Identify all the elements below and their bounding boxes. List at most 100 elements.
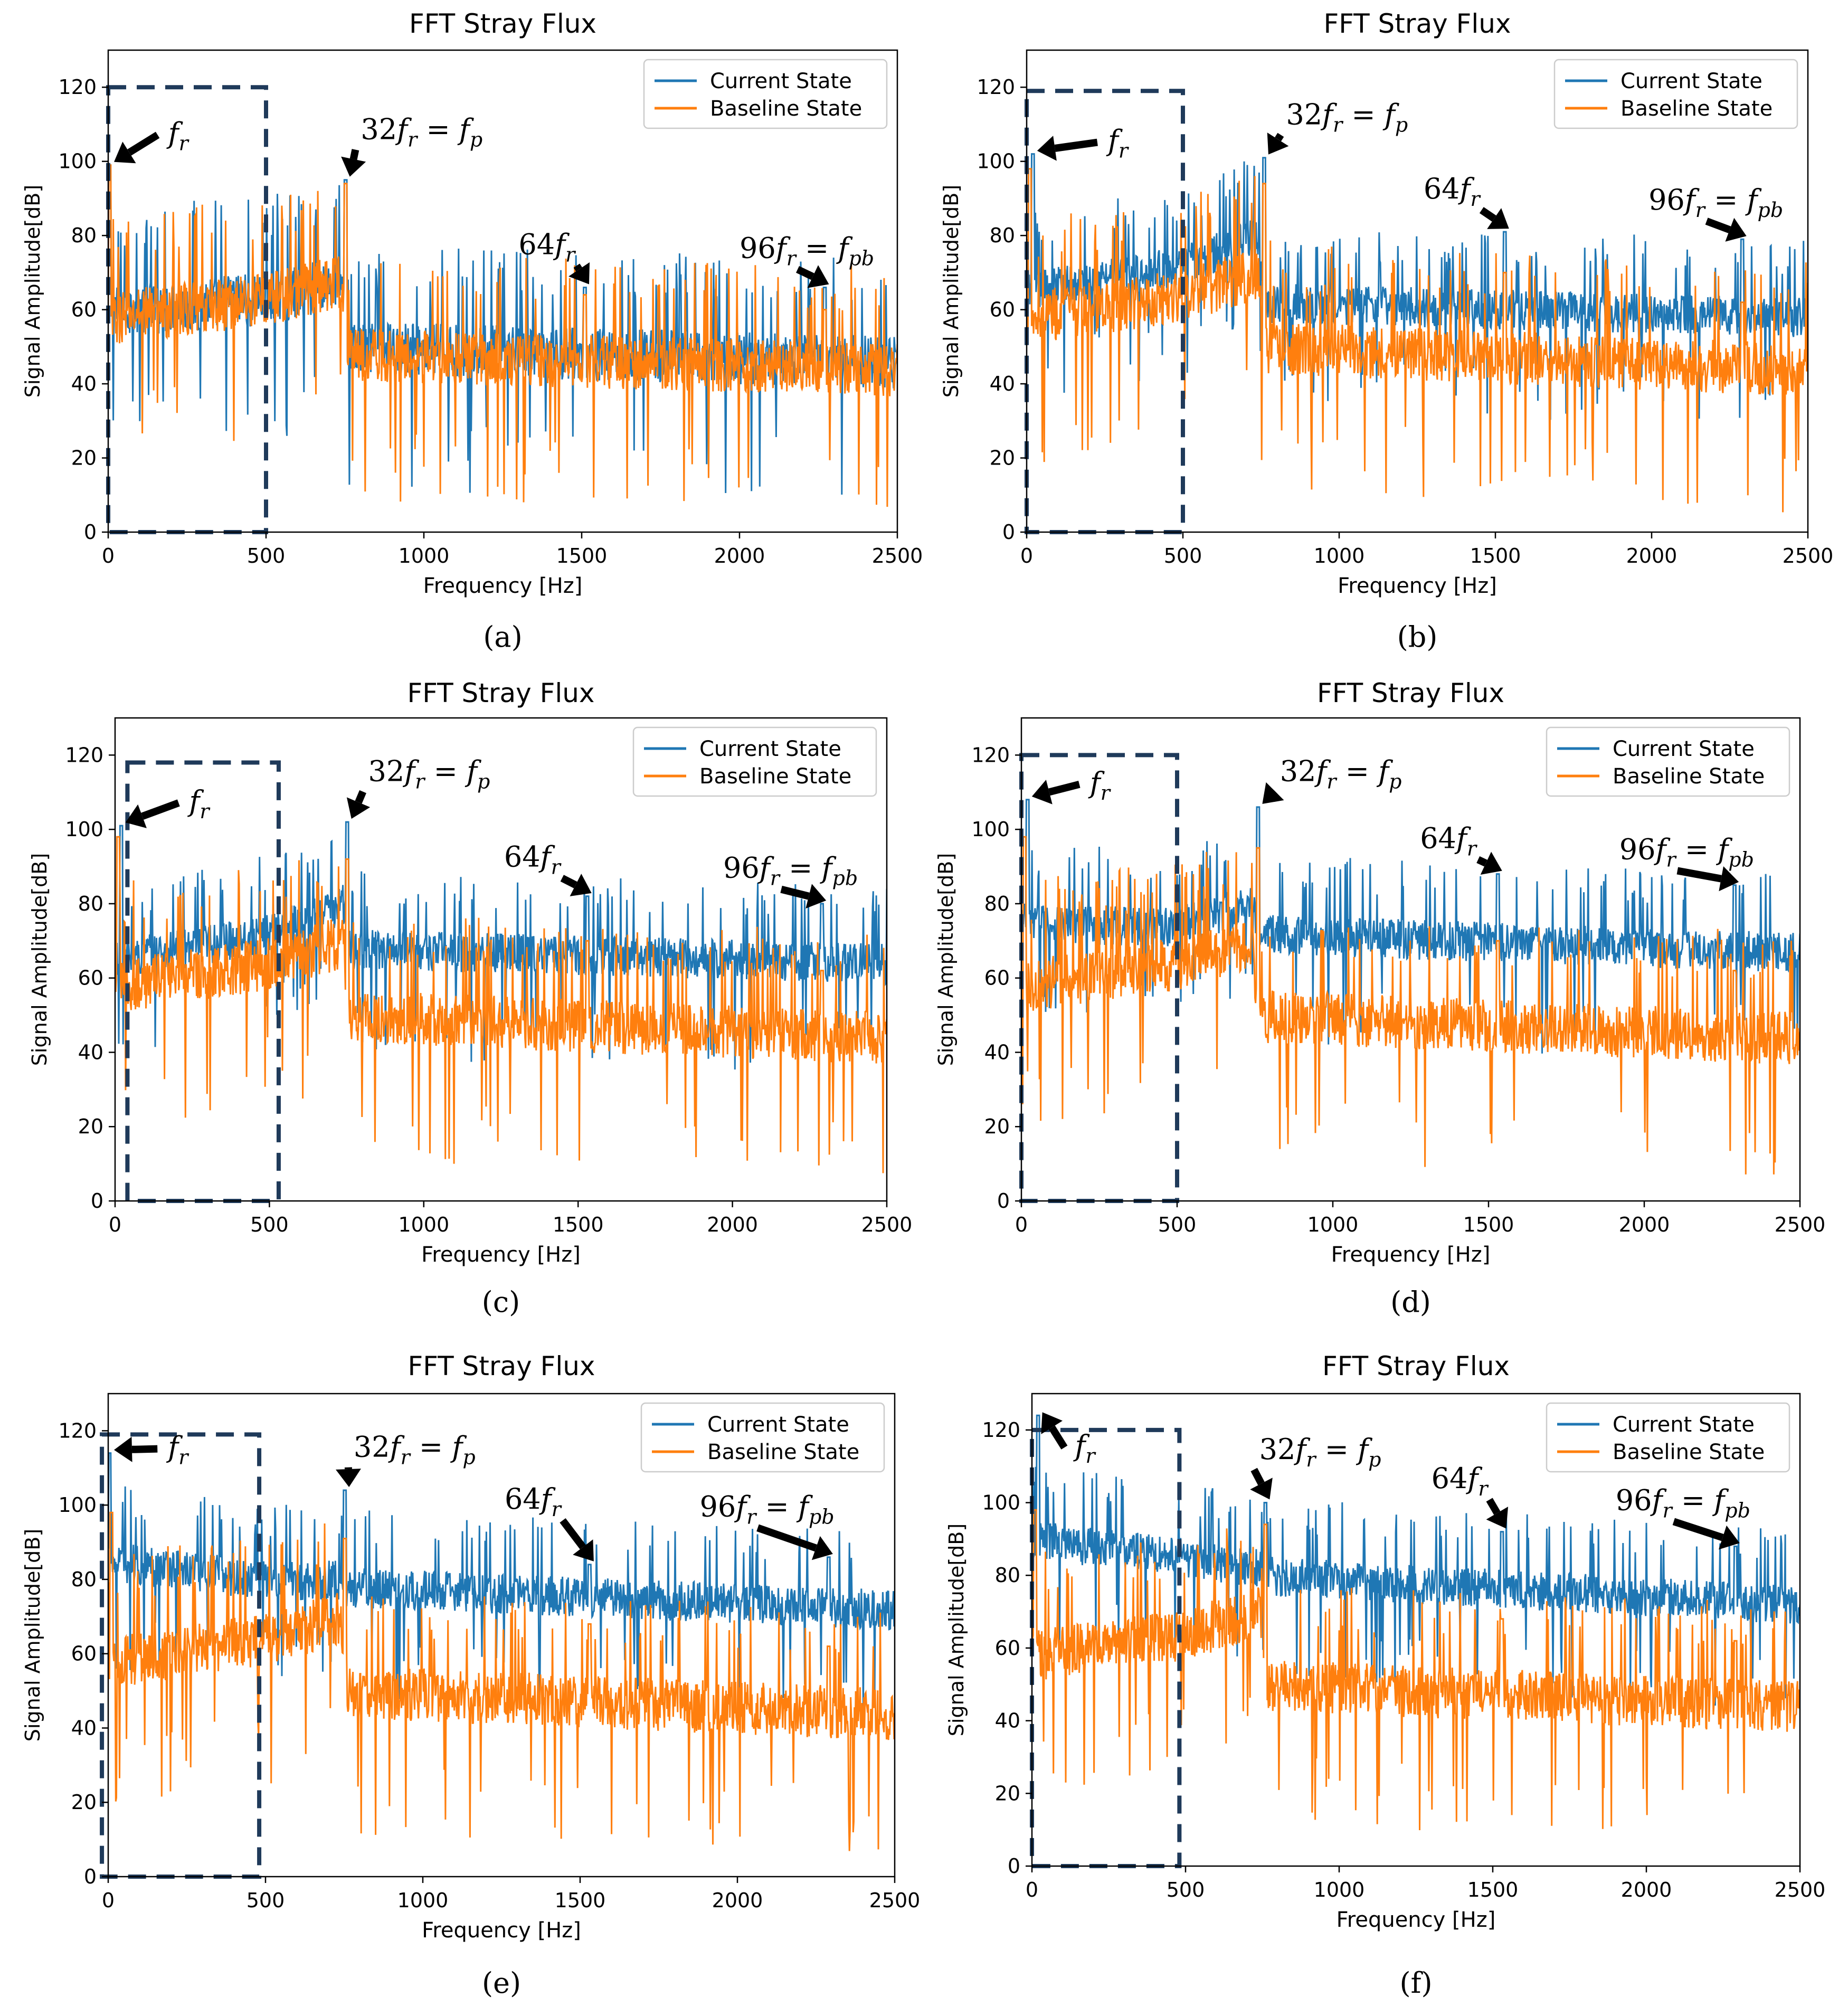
y-tick-label: 0 (1008, 1854, 1020, 1878)
y-axis-label: Signal Amplitude[dB] (940, 185, 963, 397)
y-tick-label: 100 (982, 1491, 1020, 1515)
annotation-number: 32 (368, 755, 405, 788)
y-tick-label: 80 (71, 1568, 97, 1591)
annotation-label: 64fr (1424, 172, 1482, 211)
annotation-label: 96fr = fpb (723, 851, 858, 890)
x-tick-label: 1000 (1314, 544, 1365, 567)
annotation-label: 96fr = fpb (740, 231, 874, 270)
x-tick-label: 0 (1015, 1213, 1028, 1236)
chart-panel-b: FFT Stray Flux 0 500 1000 1500 2000 2500 0 20 40 6… (940, 8, 1833, 654)
annotation-number: 96 (740, 231, 776, 264)
x-tick-label: 0 (1026, 1878, 1038, 1901)
x-tick-label: 1000 (397, 1889, 449, 1912)
annotation-arrow-shaft (1705, 217, 1731, 233)
annotation-label: 96fr = fpb (1616, 1483, 1750, 1522)
panel-caption: (f) (1399, 1966, 1432, 2000)
annotation-equals: = (417, 113, 459, 146)
annotation-label: fr (166, 1431, 189, 1469)
annotation-subscript: r (551, 856, 562, 879)
annotation-3: 96fr = fpb (1619, 832, 1754, 892)
legend-frame (1546, 1402, 1790, 1473)
annotation-arrow-shaft (131, 1445, 158, 1453)
annotation-arrow-shaft (127, 131, 160, 156)
annotation-0: fr (1037, 124, 1130, 163)
annotation-sub-r: r (1333, 113, 1344, 136)
x-axis-label: Frequency [Hz] (422, 1918, 581, 1943)
x-tick-label: 500 (1164, 544, 1202, 567)
y-tick-label: 120 (982, 1418, 1020, 1442)
plot-frame (107, 1393, 896, 1878)
y-tick-label: 0 (84, 1865, 97, 1888)
annotation-prefix: 96fr = (1648, 183, 1747, 222)
legend: Current State Baseline State (632, 726, 877, 797)
annotation-prefix: 64 (1420, 821, 1456, 855)
legend-label-current: Current State (1613, 737, 1755, 761)
annotation-sub-r: r (786, 247, 798, 270)
legend-frame (643, 59, 888, 129)
annotation-1: 32fr = fp (341, 113, 482, 177)
series-current-state (1032, 1414, 1800, 1706)
y-axis-label: Signal Amplitude[dB] (21, 1529, 44, 1741)
annotation-label: 64fr (518, 228, 576, 266)
legend: Current State Baseline State (643, 59, 888, 129)
annotation-1: 32fr = fp (346, 755, 490, 819)
annotation-sub-r: r (1306, 1448, 1317, 1471)
annotation-arrow-head (1031, 780, 1053, 804)
annotation-arrow-shaft (1479, 207, 1496, 222)
annotation-subscript: pb (809, 1505, 835, 1528)
y-tick-label: 0 (91, 1189, 103, 1213)
annotation-arrow-shaft (1486, 1498, 1501, 1515)
annotation-prefix: 96fr = (1616, 1483, 1714, 1522)
annotation-label: fr (1073, 1429, 1096, 1468)
annotation-arrow-head (1486, 1507, 1509, 1529)
y-tick-label: 80 (71, 224, 97, 247)
annotation-label: 32fr = fp (368, 755, 490, 793)
annotation-subscript: p (462, 1446, 475, 1469)
x-tick-label: 1500 (555, 1889, 606, 1912)
x-tick-label: 2500 (1783, 544, 1834, 567)
annotation-label: 64fr (505, 1482, 563, 1521)
annotation-prefix: 32fr = (361, 113, 459, 152)
chart-title: FFT Stray Flux (407, 678, 594, 708)
annotation-label: fr (166, 117, 190, 155)
x-tick-label: 2500 (872, 544, 923, 567)
annotation-sub-r: r (407, 128, 419, 152)
annotation-label: 64fr (504, 840, 562, 879)
x-tick-label: 500 (1158, 1213, 1197, 1236)
annotation-subscript: r (178, 1446, 189, 1469)
annotation-number: 96 (1619, 832, 1656, 866)
x-tick-label: 1500 (1470, 544, 1521, 567)
annotation-equals: = (1672, 1483, 1714, 1517)
annotation-subscript: pb (1724, 1499, 1750, 1522)
x-axis-label: Frequency [Hz] (1338, 574, 1497, 598)
annotation-arrow-head (805, 884, 827, 908)
annotation-subscript: r (1467, 837, 1478, 860)
y-tick-label: 100 (977, 150, 1015, 173)
annotation-number: 96 (723, 851, 760, 885)
legend-label-current: Current State (1620, 69, 1762, 93)
series-current-state (108, 1452, 895, 1710)
x-tick-label: 1500 (1463, 1213, 1514, 1236)
annotation-arrow-head (1267, 132, 1289, 155)
annotation-arrow-shaft (1672, 1518, 1724, 1541)
annotation-arrow-head (1262, 782, 1284, 804)
legend-frame (632, 726, 877, 797)
annotation-2: 64fr (505, 1482, 594, 1561)
annotation-sub-r: r (770, 867, 781, 890)
annotation-subscript: r (1471, 187, 1482, 211)
annotation-0: fr (113, 1431, 189, 1469)
x-tick-label: 1500 (1467, 1878, 1519, 1901)
x-tick-label: 500 (247, 1889, 285, 1912)
annotation-label: 32fr = fp (1259, 1433, 1381, 1471)
annotation-arrow-shaft (1054, 138, 1098, 152)
annotation-arrow-head (573, 1539, 594, 1561)
y-tick-label: 80 (995, 1564, 1020, 1587)
annotation-sub-r: r (1326, 770, 1338, 793)
annotation-arrow-shaft (141, 799, 180, 820)
x-tick-label: 1000 (398, 1213, 449, 1236)
annotation-arrow-shaft (796, 266, 814, 280)
annotation-label: 32fr = fp (354, 1431, 476, 1469)
legend: Current State Baseline State (1553, 59, 1798, 129)
annotation-subscript: p (470, 128, 482, 152)
annotation-label: fr (187, 784, 211, 823)
